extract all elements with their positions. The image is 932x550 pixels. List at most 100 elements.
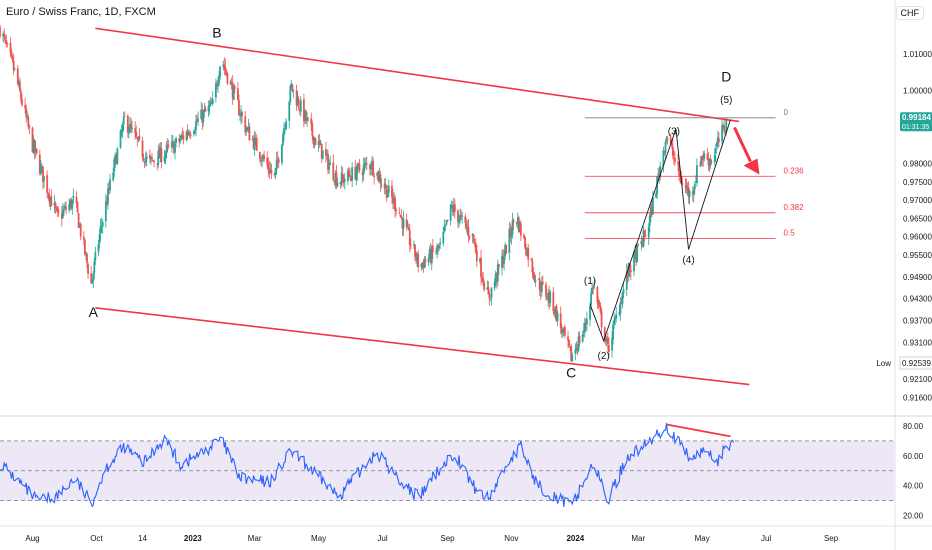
candle-body (431, 245, 434, 253)
candle-body (195, 121, 197, 130)
time-tick-label: May (311, 534, 326, 543)
candle-body (211, 99, 214, 104)
candle-body (343, 179, 346, 182)
candle-body (430, 246, 433, 264)
candle-body (341, 174, 344, 178)
candle-body (636, 245, 639, 262)
candle-body (516, 218, 519, 224)
wave-label: B (212, 24, 221, 40)
candle-body (658, 173, 661, 176)
symbol-title[interactable]: Euro / Swiss Franc, 1D, FXCM (6, 6, 156, 18)
candle-body (657, 174, 660, 176)
candle-body (69, 200, 72, 207)
candle-body (17, 82, 20, 86)
candle-body (85, 252, 87, 254)
elliott-wave-line (589, 119, 731, 343)
candle-body (464, 216, 467, 223)
wave-label: (3) (668, 126, 680, 137)
candle-body (501, 256, 503, 268)
candle-body (115, 155, 118, 165)
candle-body (104, 201, 107, 222)
candle-body (473, 242, 476, 244)
candle-body (275, 159, 278, 170)
candle-body (112, 172, 115, 181)
candle-body (151, 157, 153, 159)
candle-body (317, 141, 320, 145)
candle-body (170, 141, 173, 148)
time-tick-label: Aug (25, 534, 39, 543)
fib-level-label: 0.236 (784, 166, 805, 175)
candle-body (135, 132, 138, 137)
candle-body (92, 273, 95, 281)
candle-body (254, 137, 257, 139)
candle-body (633, 251, 635, 272)
candle-body (312, 135, 315, 145)
price-tick-label: 0.91600 (903, 393, 932, 402)
candle-body (357, 163, 360, 165)
candle-body (672, 156, 675, 158)
candle-body (218, 76, 220, 84)
candle-body (350, 177, 352, 182)
candle-body (333, 180, 336, 183)
candle-body (164, 152, 167, 158)
candle-body (643, 230, 646, 236)
rsi-tick-label: 20.00 (903, 512, 924, 521)
candle-body (561, 329, 564, 333)
candle-body (99, 225, 102, 234)
candle-body (137, 136, 140, 141)
candle-body (185, 131, 188, 141)
candle-body (716, 137, 719, 144)
candle-body (192, 131, 195, 135)
candle-body (97, 243, 100, 253)
candle-body (547, 292, 550, 300)
candle-body (299, 100, 302, 112)
candle-body (494, 273, 497, 283)
candle-body (576, 348, 579, 351)
candle-body (377, 171, 380, 181)
price-tick-label: 0.96000 (903, 233, 932, 242)
candle-body (43, 176, 45, 181)
candle-body (332, 162, 335, 180)
candle-body (439, 242, 442, 245)
candle-body (607, 345, 610, 352)
candle-body (291, 84, 294, 91)
time-tick-label: 2024 (566, 534, 584, 543)
candle-body (75, 197, 78, 203)
candle-body (313, 138, 316, 145)
last-price-value: 0.99184 (902, 113, 931, 122)
candle-body (461, 215, 464, 217)
candle-body (11, 56, 14, 61)
candle-body (699, 165, 701, 167)
candle-body (392, 196, 394, 204)
candle-body (306, 117, 308, 121)
candle-body (49, 197, 52, 203)
candle-body (407, 227, 410, 231)
candle-body (178, 138, 181, 142)
candle-body (509, 228, 512, 236)
candle-body (126, 115, 129, 133)
candle-body (493, 281, 496, 289)
fib-level-label: 0.5 (784, 228, 796, 237)
candle-body (188, 133, 191, 136)
candle-body (186, 131, 189, 135)
candle-body (380, 184, 383, 186)
candle-body (26, 116, 29, 118)
wave-label: (1) (584, 276, 596, 287)
candle-body (466, 227, 469, 229)
currency-badge[interactable]: CHF (895, 6, 924, 20)
candle-body (307, 117, 310, 119)
candle-body (725, 118, 728, 133)
candle-body (248, 126, 251, 141)
candle-body (634, 251, 636, 252)
projection-arrow-head (743, 158, 760, 175)
candle-body (226, 73, 229, 84)
candle-body (145, 156, 148, 159)
candle-body (671, 146, 674, 156)
candle-body (325, 148, 327, 156)
candle-body (54, 203, 57, 208)
candle-body (94, 252, 97, 261)
rsi-line (0, 422, 735, 508)
candle-body (163, 156, 166, 162)
candle-body (585, 319, 588, 325)
